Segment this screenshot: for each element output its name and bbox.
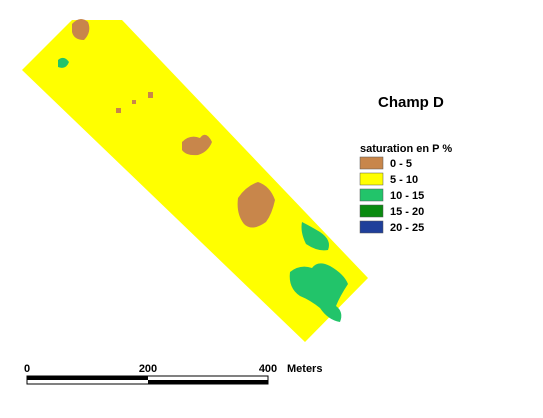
map-title: Champ D (378, 94, 444, 111)
field-map (22, 18, 368, 342)
legend-label: 0 - 5 (390, 158, 412, 170)
zone-mid (289, 263, 348, 322)
scale-bar: 0 200 400 Meters (24, 363, 322, 385)
zone-low (182, 134, 212, 156)
scale-bar-segment (27, 376, 148, 380)
legend-label: 5 - 10 (390, 174, 418, 186)
legend-swatch (359, 220, 384, 234)
legend-swatch (359, 204, 384, 218)
zone-low (72, 18, 90, 40)
legend: 0 - 5 5 - 10 10 - 15 15 - 20 20 - 25 (359, 156, 424, 234)
legend-swatch (359, 188, 384, 202)
legend-swatch (359, 172, 384, 186)
zone-mid (301, 222, 329, 251)
field-area (22, 20, 368, 342)
zone-mid (58, 57, 69, 68)
zone-low (148, 92, 153, 98)
scale-label: 0 (24, 363, 30, 375)
legend-swatch (359, 156, 384, 170)
legend-title: saturation en P % (360, 143, 452, 155)
legend-label: 20 - 25 (390, 222, 424, 234)
scale-unit: Meters (287, 363, 322, 375)
legend-label: 10 - 15 (390, 190, 424, 202)
scale-label: 400 (259, 363, 277, 375)
scale-label: 200 (139, 363, 157, 375)
scale-bar-segment (148, 380, 268, 384)
zone-low (237, 182, 275, 228)
legend-label: 15 - 20 (390, 206, 424, 218)
zone-low (132, 100, 136, 104)
zone-low (116, 108, 121, 113)
